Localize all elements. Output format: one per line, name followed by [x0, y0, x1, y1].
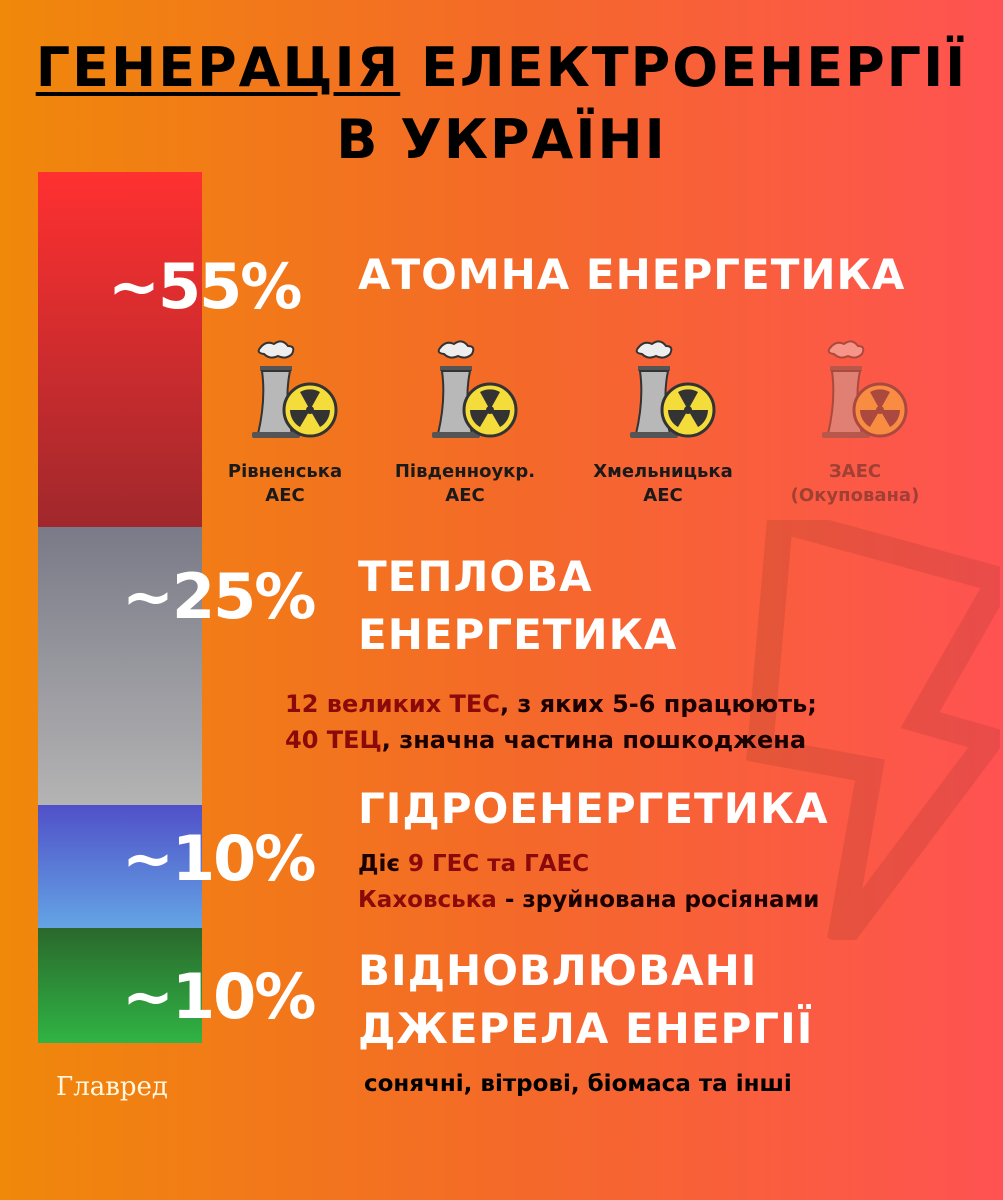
plant-1: Південноукр. АЕС: [380, 340, 550, 508]
lightning-warning-icon: [746, 520, 1000, 940]
thermal-details: 12 великих ТЕС, з яких 5-6 працюють; 40 …: [285, 690, 817, 754]
plant-3: ЗАЕС (Окупована): [770, 340, 940, 508]
nuclear-plant-icon: [630, 340, 716, 438]
percent-label-thermal: ~25%: [122, 560, 316, 633]
title-line-1: ГЕНЕРАЦІЯ ЕЛЕКТРОЕНЕРГІЇ: [35, 36, 968, 99]
nuclear-plant-icon: [252, 340, 338, 438]
nuclear-plant-icon: [432, 340, 518, 438]
plant-0: Рівненська АЕС: [200, 340, 370, 508]
bar-segment-hydro: [38, 805, 202, 928]
nuclear-plant-icon: [822, 340, 908, 438]
glavred-logo: Главред: [56, 1072, 168, 1102]
bar-segment-thermal: [38, 527, 202, 805]
bar-segment-renewable: [38, 928, 202, 1043]
heading-nuclear: АТОМНА ЕНЕРГЕТИКА: [358, 250, 906, 299]
percent-label-nuclear: ~55%: [108, 250, 302, 323]
percent-label-renewable: ~10%: [122, 960, 316, 1033]
renewable-note: сонячні, вітрові, біомаса та інші: [364, 1071, 792, 1097]
heading-thermal: ТЕПЛОВА ЕНЕРГЕТИКА: [358, 552, 678, 659]
bar-segment-nuclear: [38, 172, 202, 527]
percent-label-hydro: ~10%: [122, 822, 316, 895]
hydro-details: Діє 9 ГЕС та ГАЕС Каховська - зруйнована…: [358, 851, 820, 913]
plant-2: Хмельницька АЕС: [578, 340, 748, 508]
title-line-2: В УКРАЇНІ: [336, 108, 667, 171]
heading-renewable: ВІДНОВЛЮВАНІ ДЖЕРЕЛА ЕНЕРГІЇ: [358, 946, 814, 1053]
heading-hydro: ГІДРОЕНЕРГЕТИКА: [358, 784, 829, 833]
